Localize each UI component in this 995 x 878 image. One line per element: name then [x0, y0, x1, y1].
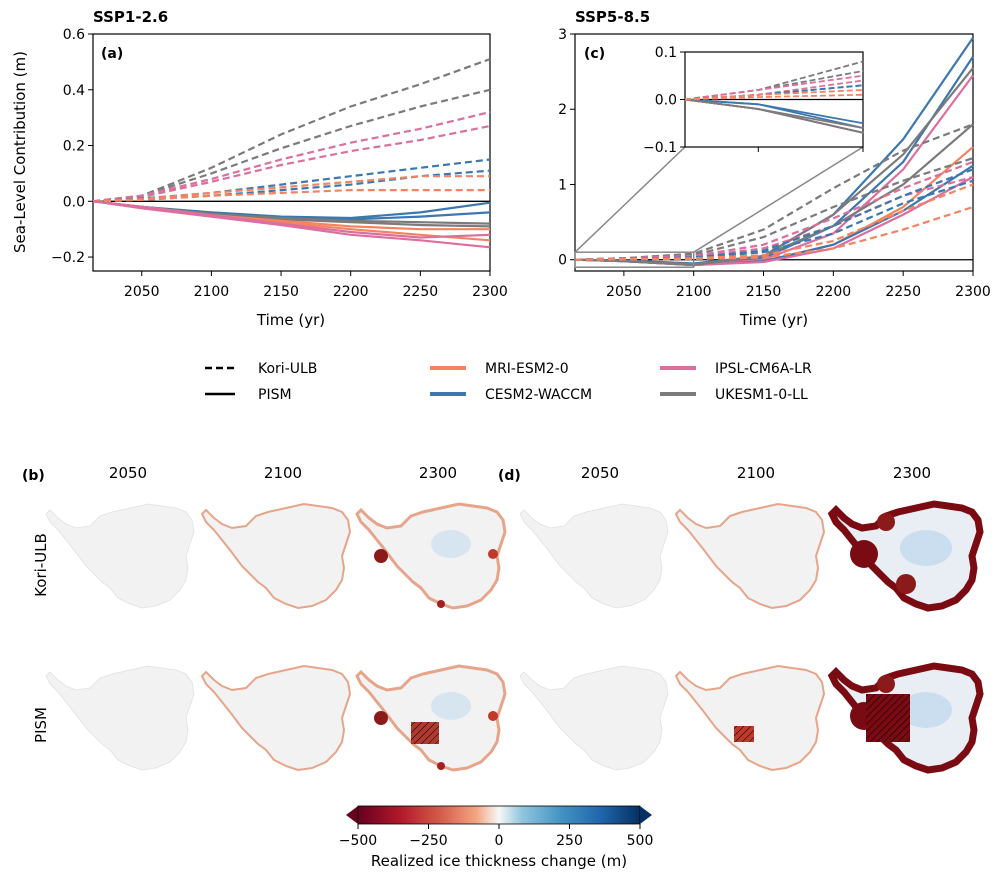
antarctica-map [201, 665, 351, 771]
inset-y-tick-label: 0.1 [655, 45, 677, 61]
panel-b-label: (b) [22, 468, 45, 484]
x-tick-label: 2150 [263, 284, 299, 300]
inset-series-line [684, 98, 864, 134]
inset-connector [574, 146, 686, 253]
inset-connector [693, 146, 864, 253]
series-line-kori-ulb-mri-esm2-0 [92, 189, 490, 203]
panel-c-label: (c) [584, 46, 605, 62]
antarctica-map [355, 502, 507, 610]
colorbar-gradient [357, 805, 641, 825]
legend-ukesm: UKESM1-0-LL [715, 387, 808, 403]
year-label-b-2300: 2300 [419, 464, 457, 482]
antarctica-map [675, 503, 825, 609]
antarctica-map [675, 665, 825, 771]
inset-series-line [684, 93, 864, 101]
panel-a-frame [92, 33, 491, 272]
antarctica-map [355, 664, 507, 772]
y-tick-label: 0.6 [63, 27, 85, 43]
y-tick-label: 0.4 [63, 83, 85, 99]
inset-series-line [684, 89, 864, 101]
year-label-d-2050: 2050 [581, 464, 619, 482]
colorbar-max-arrow [640, 806, 652, 824]
colorbar-tick-label: −500 [339, 833, 377, 849]
y-tick-label: −0.2 [51, 250, 85, 266]
panel-a-label: (a) [101, 46, 123, 62]
panel-c-xlabel: Time (yr) [739, 311, 808, 329]
year-label-b-2100: 2100 [264, 464, 302, 482]
series-line-kori-ulb-cesm2-waccm [574, 168, 974, 261]
legend-ipsl: IPSL-CM6A-LR [715, 361, 812, 377]
series-line-kori-ulb-ipsl-cm6a-lr [92, 124, 491, 203]
x-tick-label: 2250 [885, 284, 921, 300]
x-tick-label: 2100 [194, 284, 230, 300]
x-tick-label: 2150 [746, 284, 782, 300]
panel-a-title: SSP1-2.6 [93, 8, 168, 26]
y-tick-label: 1 [558, 177, 567, 193]
antarctica-map [519, 503, 669, 609]
y-tick-label: 0.2 [63, 139, 85, 155]
y-tick-label: 0.0 [63, 194, 85, 210]
x-tick-label: 2300 [472, 284, 508, 300]
colorbar-tick-label: 0 [495, 833, 504, 849]
series-line-kori-ulb-ukesm1-0-ll [92, 58, 491, 203]
x-tick-label: 2250 [403, 284, 439, 300]
panel-a-xlabel: Time (yr) [256, 311, 325, 329]
x-tick-label: 2050 [606, 284, 642, 300]
x-tick-label: 2300 [955, 284, 991, 300]
year-label-d-2300: 2300 [893, 464, 931, 482]
row-label-kori-ulb: Kori-ULB [32, 533, 50, 597]
series-line-kori-ulb-mri-esm2-0 [574, 205, 974, 261]
year-label-b-2050: 2050 [109, 464, 147, 482]
x-tick-label: 2200 [816, 284, 852, 300]
legend-cesm: CESM2-WACCM [485, 387, 592, 403]
row-label-pism: PISM [32, 707, 50, 743]
panel-c-title: SSP5-8.5 [575, 8, 650, 26]
x-tick-label: 2050 [124, 284, 160, 300]
colorbar-tick-label: −250 [409, 833, 447, 849]
legend-kori-ulb: Kori-ULB [258, 361, 317, 377]
panel-d-label: (d) [498, 468, 521, 484]
colorbar: −500 −250 0 250 500 Realized ice thickness c… [339, 805, 654, 870]
series-line-kori-ulb-ukesm1-0-ll [92, 88, 491, 203]
antarctica-map [832, 504, 980, 608]
series-line-pism-ipsl-cm6a-lr [92, 200, 491, 239]
x-tick-label: 2100 [676, 284, 712, 300]
panel-a-ylabel: Sea-Level Contribution (m) [11, 51, 29, 253]
inset-y-tick-label: 0.0 [655, 93, 677, 109]
colorbar-label: Realized ice thickness change (m) [371, 852, 627, 870]
antarctica-map [832, 666, 980, 770]
colorbar-tick-label: 500 [627, 833, 654, 849]
legend-pism: PISM [258, 387, 292, 403]
y-tick-label: 2 [558, 102, 567, 118]
colorbar-min-arrow [346, 806, 358, 824]
inset-zoom-rect [574, 251, 695, 268]
inset-y-tick-label: −0.1 [643, 140, 677, 156]
legend-mri: MRI-ESM2-0 [485, 361, 569, 377]
series-line-pism-ipsl-cm6a-lr [92, 200, 491, 249]
antarctica-map [45, 503, 195, 609]
antarctica-map [519, 665, 669, 771]
y-tick-label: 3 [558, 27, 567, 43]
y-tick-label: 0 [558, 253, 567, 269]
antarctica-map [45, 665, 195, 771]
x-tick-label: 2200 [333, 284, 369, 300]
year-label-d-2100: 2100 [737, 464, 775, 482]
series-line-kori-ulb-ipsl-cm6a-lr [92, 111, 491, 203]
maps-grid: (b) (d) 2050 2100 2300 2050 2100 2300 Ko… [22, 464, 980, 770]
panel-c-frame [574, 33, 974, 272]
inset-series-line [684, 98, 864, 129]
panel-a-chart: SSP1-2.6 (a) 2050 2100 2150 2200 2250 2300 −0… [11, 8, 508, 329]
antarctica-map [201, 503, 351, 609]
panel-c-chart: SSP5-8.5 (c) 2050 2100 2150 2200 2250 2300 0 1… [558, 8, 991, 329]
inset-series-line [684, 74, 864, 101]
colorbar-tick-label: 250 [556, 833, 583, 849]
legend: Kori-ULB PISM MRI-ESM2-0 CESM2-WACCM IPS… [205, 361, 812, 403]
